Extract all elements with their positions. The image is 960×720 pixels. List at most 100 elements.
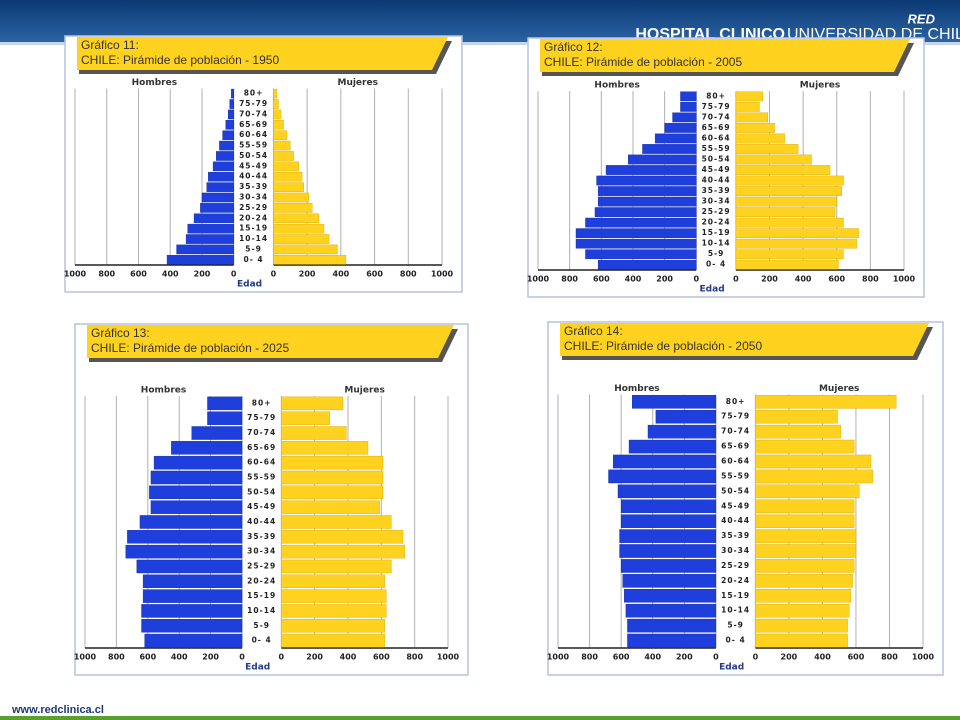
category-label: 55-59: [721, 471, 750, 480]
bar-male: [229, 99, 234, 109]
x-tick-label: 800: [561, 275, 578, 284]
bar-male: [185, 234, 234, 244]
x-tick-label: 600: [130, 270, 147, 279]
x-tick-label: 0: [753, 653, 759, 662]
bar-female: [735, 217, 844, 228]
x-tick-label: 200: [656, 275, 673, 284]
bar-female: [735, 112, 769, 123]
x-tick-label: 200: [202, 653, 219, 662]
bar-female: [273, 234, 330, 244]
bar-female: [273, 203, 313, 213]
x-tick-label: 400: [814, 653, 831, 662]
bar-female: [273, 140, 291, 151]
x-tick-label: 1000: [527, 275, 550, 284]
bar-female: [735, 196, 837, 207]
x-tick-label: 400: [333, 270, 350, 279]
bar-female: [273, 182, 304, 192]
category-label: 30-34: [239, 193, 268, 202]
banner: [87, 325, 454, 358]
x-tick-label: 800: [581, 653, 598, 662]
bar-male: [680, 102, 697, 112]
bar-female: [735, 259, 839, 270]
category-label: 75-79: [702, 102, 731, 111]
panel: [64, 35, 463, 293]
bar-male: [585, 249, 697, 260]
bar-female: [755, 618, 848, 633]
bar-female: [281, 633, 385, 648]
bar-male: [613, 454, 717, 469]
bar-female: [755, 514, 855, 528]
bar-male: [625, 603, 717, 618]
x-axis-label: Edad: [245, 663, 270, 673]
bar-male: [141, 604, 243, 618]
bar-female: [755, 454, 872, 469]
bar-male: [575, 228, 697, 238]
bar-female: [273, 130, 288, 140]
bar-male: [153, 455, 243, 470]
x-tick-label: 200: [761, 275, 778, 284]
bar-male: [222, 130, 234, 140]
x-tick-label: 1000: [547, 653, 570, 662]
bar-female: [735, 228, 859, 238]
category-label: 45-49: [239, 161, 268, 170]
bar-male: [647, 424, 717, 439]
bar-male: [227, 109, 234, 120]
bar-female: [273, 99, 279, 109]
category-label: 80+: [252, 398, 272, 407]
bar-female: [755, 439, 855, 454]
bar-female: [273, 192, 310, 203]
bar-male: [597, 196, 697, 207]
bar-female: [281, 589, 387, 603]
category-label: 45-49: [721, 501, 750, 510]
x-tick-label: 0: [231, 270, 237, 279]
bar-female: [273, 120, 284, 130]
bar-male: [619, 544, 717, 558]
bar-female: [273, 109, 282, 120]
panel: [547, 321, 944, 676]
x-tick-label: 800: [881, 653, 898, 662]
bar-female: [281, 574, 385, 589]
series-label: Mujeres: [337, 78, 377, 88]
bar-female: [735, 186, 843, 196]
bar-female: [735, 144, 799, 154]
category-label: 80+: [244, 89, 264, 98]
bar-female: [735, 165, 831, 175]
bar-female: [735, 123, 775, 133]
category-label: 60-64: [721, 457, 750, 466]
x-tick-label: 600: [139, 653, 156, 662]
category-label: 10-14: [721, 606, 750, 615]
x-tick-label: 400: [171, 653, 188, 662]
banner: [540, 39, 910, 72]
bar-female: [735, 91, 763, 102]
bar-male: [191, 426, 243, 440]
bar-male: [149, 485, 243, 500]
bar-female: [281, 530, 404, 544]
x-tick-label: 200: [676, 653, 693, 662]
bar-female: [755, 574, 853, 588]
category-label: 30-34: [702, 197, 731, 206]
bar-male: [655, 409, 717, 424]
series-label: Hombres: [594, 81, 639, 91]
bar-male: [142, 574, 243, 589]
bar-male: [605, 165, 697, 175]
category-label: 55-59: [702, 144, 731, 153]
bar-female: [755, 499, 855, 514]
footer-url: www.redclinica.cl: [11, 704, 104, 716]
bar-female: [735, 133, 785, 144]
bar-female: [273, 161, 299, 172]
category-label: 40-44: [702, 176, 731, 185]
x-tick-label: 400: [340, 653, 357, 662]
x-tick-label: 0: [279, 653, 285, 662]
category-label: 75-79: [721, 412, 750, 421]
category-label: 30-34: [247, 547, 276, 556]
category-label: 60-64: [702, 133, 731, 142]
bar-male: [617, 484, 717, 499]
bar-male: [620, 514, 717, 528]
category-label: 40-44: [239, 172, 268, 181]
category-label: 80+: [726, 397, 746, 406]
bar-male: [622, 574, 717, 588]
bar-male: [619, 529, 717, 543]
x-tick-label: 1000: [64, 270, 87, 279]
bar-male: [207, 411, 243, 425]
